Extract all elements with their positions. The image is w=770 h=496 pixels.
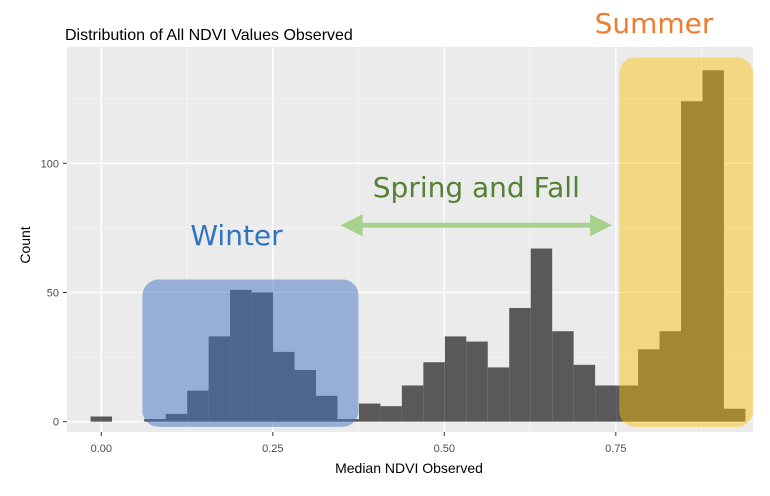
histogram-bar [423, 362, 445, 422]
winter-label: Winter [190, 219, 283, 252]
spring-fall-label: Spring and Fall [373, 171, 580, 204]
histogram-bar [358, 403, 381, 422]
spring-fall-arrow-left-head [340, 214, 363, 237]
y-tick-label: 0 [53, 417, 59, 429]
summer-label: Summer [595, 7, 714, 40]
x-tick-label: 0.50 [434, 443, 455, 455]
histogram-bar [681, 101, 703, 422]
histogram-bar [573, 364, 596, 422]
summer-highlight-box [619, 57, 753, 427]
histogram-bar [380, 406, 402, 422]
histogram-bar [638, 349, 660, 422]
histogram-bar [659, 331, 682, 422]
chart-title: Distribution of All NDVI Values Observed [65, 27, 353, 44]
spring-fall-arrow-right-head [590, 214, 613, 237]
histogram-bar [509, 307, 531, 422]
histogram-bar [444, 336, 467, 422]
winter-highlight-box [142, 279, 359, 427]
x-tick-label: 0.75 [605, 443, 626, 455]
season-annotations: Winter Summer Spring and Fall [142, 7, 753, 427]
histogram-bar [616, 385, 639, 422]
histogram-bar [401, 385, 424, 422]
histogram-bar [487, 367, 510, 422]
histogram-bar [723, 408, 746, 422]
x-axis-label: Median NDVI Observed [335, 460, 483, 476]
histogram-bar [552, 331, 574, 422]
y-tick-label: 50 [47, 287, 59, 299]
histogram-bar [466, 341, 488, 422]
x-tick-label: 0.00 [91, 443, 112, 455]
histogram-bar [530, 248, 553, 422]
y-axis-label: Count [17, 226, 33, 263]
x-tick-label: 0.25 [262, 443, 283, 455]
histogram-bar [595, 385, 617, 422]
histogram-bar [702, 70, 724, 422]
y-tick-label: 100 [41, 158, 59, 170]
axes: 0.00 0.25 0.50 0.75 0 50 100 [41, 158, 627, 455]
histogram-bar [90, 416, 113, 422]
